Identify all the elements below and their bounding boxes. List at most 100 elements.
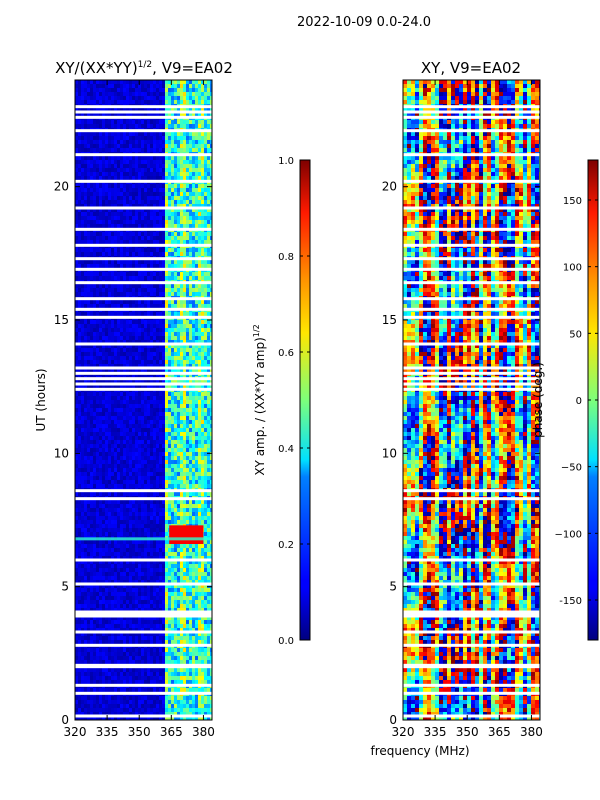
heatmap-cell	[75, 700, 78, 704]
heatmap-cell	[132, 444, 135, 448]
heatmap-cell	[81, 252, 84, 256]
heatmap-cell	[111, 184, 114, 188]
heatmap-cell	[162, 108, 165, 112]
heatmap-cell	[111, 80, 114, 84]
heatmap-cell	[132, 144, 135, 148]
heatmap-cell	[147, 596, 150, 600]
heatmap-cell	[135, 452, 138, 456]
heatmap-cell	[156, 504, 159, 508]
heatmap-cell	[132, 708, 135, 712]
heatmap-cell	[105, 120, 108, 124]
heatmap-cell	[126, 80, 129, 84]
heatmap-cell	[108, 168, 111, 172]
heatmap-cell	[78, 492, 81, 496]
heatmap-cell	[168, 176, 171, 180]
heatmap-cell	[96, 156, 99, 160]
heatmap-cell	[159, 288, 162, 292]
heatmap-cell	[141, 276, 144, 280]
heatmap-cell	[150, 444, 153, 448]
heatmap-cell	[99, 196, 102, 200]
heatmap-cell	[93, 368, 96, 372]
heatmap-cell	[81, 364, 84, 368]
heatmap-cell	[96, 504, 99, 508]
heatmap-cell	[120, 412, 123, 416]
heatmap-cell	[123, 240, 126, 244]
heatmap-cell	[78, 628, 81, 632]
heatmap-cell	[102, 668, 105, 672]
heatmap-cell	[132, 456, 135, 460]
heatmap-cell	[90, 400, 93, 404]
heatmap-cell	[105, 148, 108, 152]
heatmap-cell	[135, 312, 138, 316]
heatmap-cell	[135, 404, 138, 408]
heatmap-cell	[141, 216, 144, 220]
heatmap-cell	[75, 568, 78, 572]
heatmap-cell	[117, 552, 120, 556]
heatmap-cell	[132, 156, 135, 160]
heatmap-cell	[129, 148, 132, 152]
heatmap-cell	[96, 424, 99, 428]
heatmap-cell	[75, 248, 78, 252]
heatmap-cell	[78, 596, 81, 600]
heatmap-cell	[162, 476, 165, 480]
heatmap-cell	[156, 688, 159, 692]
heatmap-cell	[123, 176, 126, 180]
heatmap-cell	[123, 484, 126, 488]
heatmap-cell	[114, 160, 117, 164]
heatmap-cell	[117, 140, 120, 144]
heatmap-cell	[129, 364, 132, 368]
heatmap-cell	[111, 416, 114, 420]
heatmap-cell	[93, 332, 96, 336]
heatmap-cell	[132, 600, 135, 604]
heatmap-cell	[135, 96, 138, 100]
heatmap-cell	[78, 632, 81, 636]
heatmap-cell	[132, 220, 135, 224]
heatmap-cell	[159, 500, 162, 504]
heatmap-cell	[84, 700, 87, 704]
heatmap-cell	[153, 616, 156, 620]
heatmap-cell	[102, 108, 105, 112]
heatmap-cell	[117, 712, 120, 716]
heatmap-cell	[114, 300, 117, 304]
heatmap-cell	[108, 264, 111, 268]
heatmap-cell	[165, 580, 168, 584]
heatmap-cell	[114, 340, 117, 344]
heatmap-cell	[162, 120, 165, 124]
heatmap-cell	[78, 92, 81, 96]
heatmap-cell	[159, 88, 162, 92]
heatmap-cell	[99, 500, 102, 504]
heatmap-cell	[138, 84, 141, 88]
heatmap-cell	[108, 88, 111, 92]
heatmap-cell	[102, 512, 105, 516]
heatmap-cell	[93, 632, 96, 636]
heatmap-cell	[150, 460, 153, 464]
heatmap-cell	[96, 92, 99, 96]
heatmap-cell	[114, 544, 117, 548]
heatmap-cell	[168, 196, 171, 200]
heatmap-cell	[126, 704, 129, 708]
heatmap-cell	[78, 164, 81, 168]
heatmap-cell	[96, 252, 99, 256]
heatmap-cell	[75, 224, 78, 228]
heatmap-cell	[165, 360, 168, 364]
heatmap-cell	[114, 624, 117, 628]
heatmap-cell	[153, 640, 156, 644]
heatmap-cell	[129, 456, 132, 460]
heatmap-cell	[165, 140, 168, 144]
heatmap-cell	[90, 208, 93, 212]
heatmap-cell	[96, 444, 99, 448]
heatmap-cell	[165, 668, 168, 672]
heatmap-cell	[78, 512, 81, 516]
heatmap-cell	[138, 568, 141, 572]
heatmap-cell	[150, 560, 153, 564]
heatmap-cell	[144, 364, 147, 368]
heatmap-cell	[99, 396, 102, 400]
heatmap-cell	[78, 204, 81, 208]
heatmap-cell	[99, 288, 102, 292]
heatmap-cell	[111, 396, 114, 400]
heatmap-cell	[147, 272, 150, 276]
heatmap-cell	[150, 696, 153, 700]
heatmap-cell	[123, 404, 126, 408]
heatmap-cell	[75, 688, 78, 692]
heatmap-cell	[108, 596, 111, 600]
